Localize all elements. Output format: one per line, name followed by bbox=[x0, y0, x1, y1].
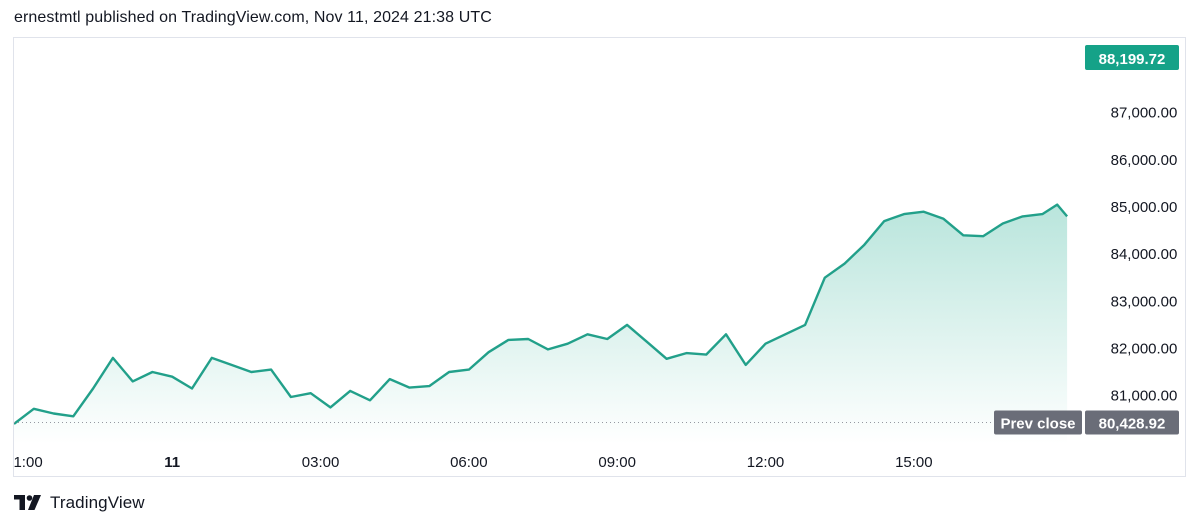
y-tick-label: 83,000.00 bbox=[1111, 293, 1178, 310]
prev-close-caption: Prev close bbox=[1000, 415, 1075, 432]
x-tick-label: 21:00 bbox=[14, 454, 43, 471]
y-tick-label: 84,000.00 bbox=[1111, 246, 1178, 263]
y-tick-label: 81,000.00 bbox=[1111, 388, 1178, 405]
y-tick-label: 82,000.00 bbox=[1111, 340, 1178, 357]
prev-close-caption-badge bbox=[994, 410, 1082, 435]
price-area-fill bbox=[14, 204, 1068, 444]
x-tick-label: 03:00 bbox=[302, 454, 340, 471]
brand-name: TradingView bbox=[50, 493, 145, 512]
y-tick-label: 86,000.00 bbox=[1111, 152, 1178, 169]
y-tick-label: 87,000.00 bbox=[1111, 105, 1178, 122]
y-tick-label: 85,000.00 bbox=[1111, 199, 1178, 216]
x-tick-label: 11 bbox=[164, 454, 180, 471]
tradingview-logo-icon bbox=[14, 495, 41, 510]
x-tick-label: 09:00 bbox=[598, 454, 636, 471]
prev-close-value: 80,428.92 bbox=[1099, 415, 1166, 432]
x-tick-label: 12:00 bbox=[747, 454, 785, 471]
x-tick-label: 06:00 bbox=[450, 454, 488, 471]
last-price-badge bbox=[1085, 45, 1179, 70]
last-price-label: 88,199.72 bbox=[1099, 51, 1166, 68]
tradingview-brand[interactable]: TradingView bbox=[14, 492, 145, 514]
prev-close-value-badge bbox=[1085, 410, 1179, 435]
publisher-attribution: ernestmtl published on TradingView.com, … bbox=[14, 9, 492, 26]
chart-area[interactable]: 81,000.00 82,000.00 83,000.00 84,000.00 85,0… bbox=[13, 37, 1186, 477]
price-line bbox=[14, 203, 1069, 425]
x-tick-label: 15:00 bbox=[895, 454, 933, 471]
price-chart[interactable]: 81,000.00 82,000.00 83,000.00 84,000.00 85,0… bbox=[14, 38, 1187, 478]
